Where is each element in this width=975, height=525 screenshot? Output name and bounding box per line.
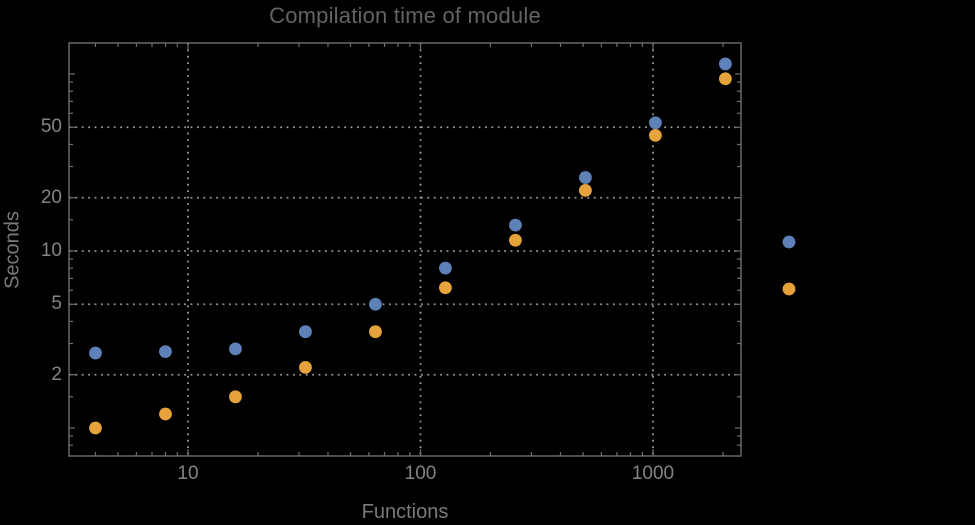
point-series-orange-x4 [89, 421, 102, 435]
point-series-orange-x8 [159, 407, 172, 421]
legend-marker-series-orange [782, 282, 796, 296]
y-tick-label-50: 50 [40, 116, 62, 138]
y-tick-label-10: 10 [40, 240, 62, 261]
point-series-blue-x64 [369, 297, 382, 311]
point-series-orange-x16 [229, 390, 242, 404]
point-series-blue-x1024 [648, 116, 662, 130]
axis-ticks [69, 43, 741, 456]
x-axis-title: Functions [361, 501, 449, 523]
point-series-orange-x256 [509, 233, 522, 247]
x-tick-label-10: 10 [177, 463, 199, 484]
point-series-blue-x512 [579, 171, 592, 184]
point-series-orange-x64 [369, 325, 382, 339]
legend-marker-series-blue [782, 235, 796, 249]
point-series-blue-x4 [89, 346, 102, 360]
chart-title: Compilation time of module [269, 3, 541, 28]
point-series-blue-x8 [159, 345, 172, 359]
plot-frame [68, 42, 742, 457]
x-tick-label-1000: 1000 [631, 463, 675, 484]
point-series-blue-x128 [439, 261, 452, 275]
point-series-blue-x256 [509, 218, 522, 232]
point-series-orange-x512 [579, 183, 592, 197]
point-series-blue-x2048 [718, 57, 732, 71]
point-series-orange-x32 [299, 360, 312, 374]
points-series-orange [89, 72, 732, 435]
point-series-orange-x2048 [718, 72, 732, 86]
point-series-blue-x16 [229, 342, 242, 356]
x-tick-label-100: 100 [404, 463, 437, 484]
gridlines [69, 43, 741, 456]
points-series-blue [89, 57, 732, 360]
point-series-blue-x32 [299, 325, 312, 339]
point-series-orange-x1024 [648, 128, 662, 142]
y-tick-label-2: 2 [51, 363, 62, 385]
y-tick-label-20: 20 [40, 186, 62, 208]
y-tick-label-5: 5 [51, 293, 62, 315]
point-series-orange-x128 [439, 281, 452, 295]
